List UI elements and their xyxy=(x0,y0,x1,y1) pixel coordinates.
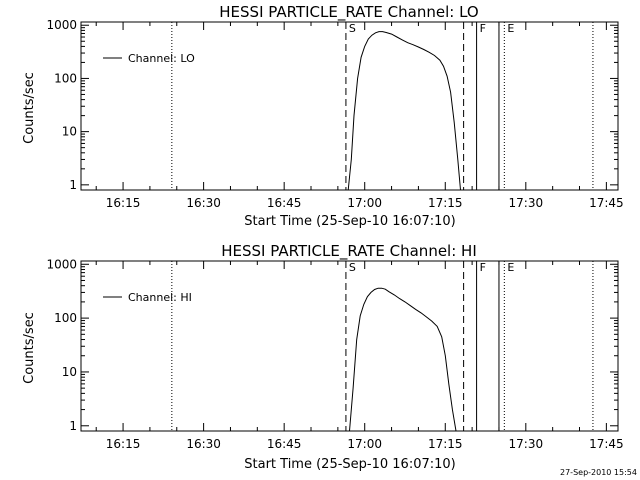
x-axis-title: Start Time (25-Sep-10 16:07:10) xyxy=(244,457,455,472)
x-tick-label: 17:30 xyxy=(509,196,544,210)
x-tick-label: 17:45 xyxy=(589,196,624,210)
chart-title: HESSI PARTICLE_RATE Channel: HI xyxy=(221,242,477,261)
x-axis-title: Start Time (25-Sep-10 16:07:10) xyxy=(244,214,455,229)
y-tick-label: 100 xyxy=(54,311,77,325)
x-tick-label: 17:00 xyxy=(347,196,382,210)
plot-area: S F E 16:15 16:30 16:45 17:00 17:15 17:30 17:45 1… xyxy=(46,257,623,451)
y-axis-title: Counts/sec xyxy=(22,312,37,384)
legend-label: Channel: LO xyxy=(128,52,195,65)
event-marker-label: S xyxy=(349,22,356,35)
event-marker-label: S xyxy=(349,261,356,274)
x-tick-label: 16:45 xyxy=(267,437,302,451)
x-tick-label: 17:45 xyxy=(589,437,624,451)
generated-timestamp: 27-Sep-2010 15:54 xyxy=(560,468,637,477)
y-tick-label: 100 xyxy=(54,71,77,85)
y-axis-title: Counts/sec xyxy=(22,72,37,144)
chart-panel-hi: HESSI PARTICLE_RATE Channel: HI Counts/s… xyxy=(22,242,624,472)
event-marker-label: E xyxy=(507,261,514,274)
series-line xyxy=(347,31,461,191)
x-tick-label: 16:30 xyxy=(186,437,221,451)
y-tick-label: 10 xyxy=(62,365,77,379)
series-line xyxy=(349,287,457,432)
x-tick-label: 16:15 xyxy=(106,196,141,210)
x-tick-label: 17:00 xyxy=(347,437,382,451)
x-tick-label: 16:15 xyxy=(106,437,141,451)
chart-panel-lo: HESSI PARTICLE_RATE Channel: LO Counts/s… xyxy=(22,3,624,229)
x-tick-label: 16:30 xyxy=(186,196,221,210)
y-tick-label: 10 xyxy=(62,125,77,139)
y-tick-label: 1 xyxy=(69,419,77,433)
x-tick-label: 17:15 xyxy=(428,196,463,210)
y-tick-label: 1000 xyxy=(46,18,77,32)
event-marker-label: E xyxy=(507,22,514,35)
x-tick-label: 17:15 xyxy=(428,437,463,451)
event-marker-label: F xyxy=(480,22,486,35)
event-marker-label: F xyxy=(480,261,486,274)
y-tick-label: 1000 xyxy=(46,257,77,271)
x-tick-label: 16:45 xyxy=(267,196,302,210)
legend-label: Channel: HI xyxy=(128,291,192,304)
legend: Channel: HI xyxy=(103,291,192,304)
plot-area: S F E 16:15 16:30 16:45 17:00 17:15 17:30 17:45 1… xyxy=(46,18,623,210)
legend: Channel: LO xyxy=(103,52,195,65)
chart-title: HESSI PARTICLE_RATE Channel: LO xyxy=(219,3,478,22)
x-tick-label: 17:30 xyxy=(509,437,544,451)
y-tick-label: 1 xyxy=(69,178,77,192)
